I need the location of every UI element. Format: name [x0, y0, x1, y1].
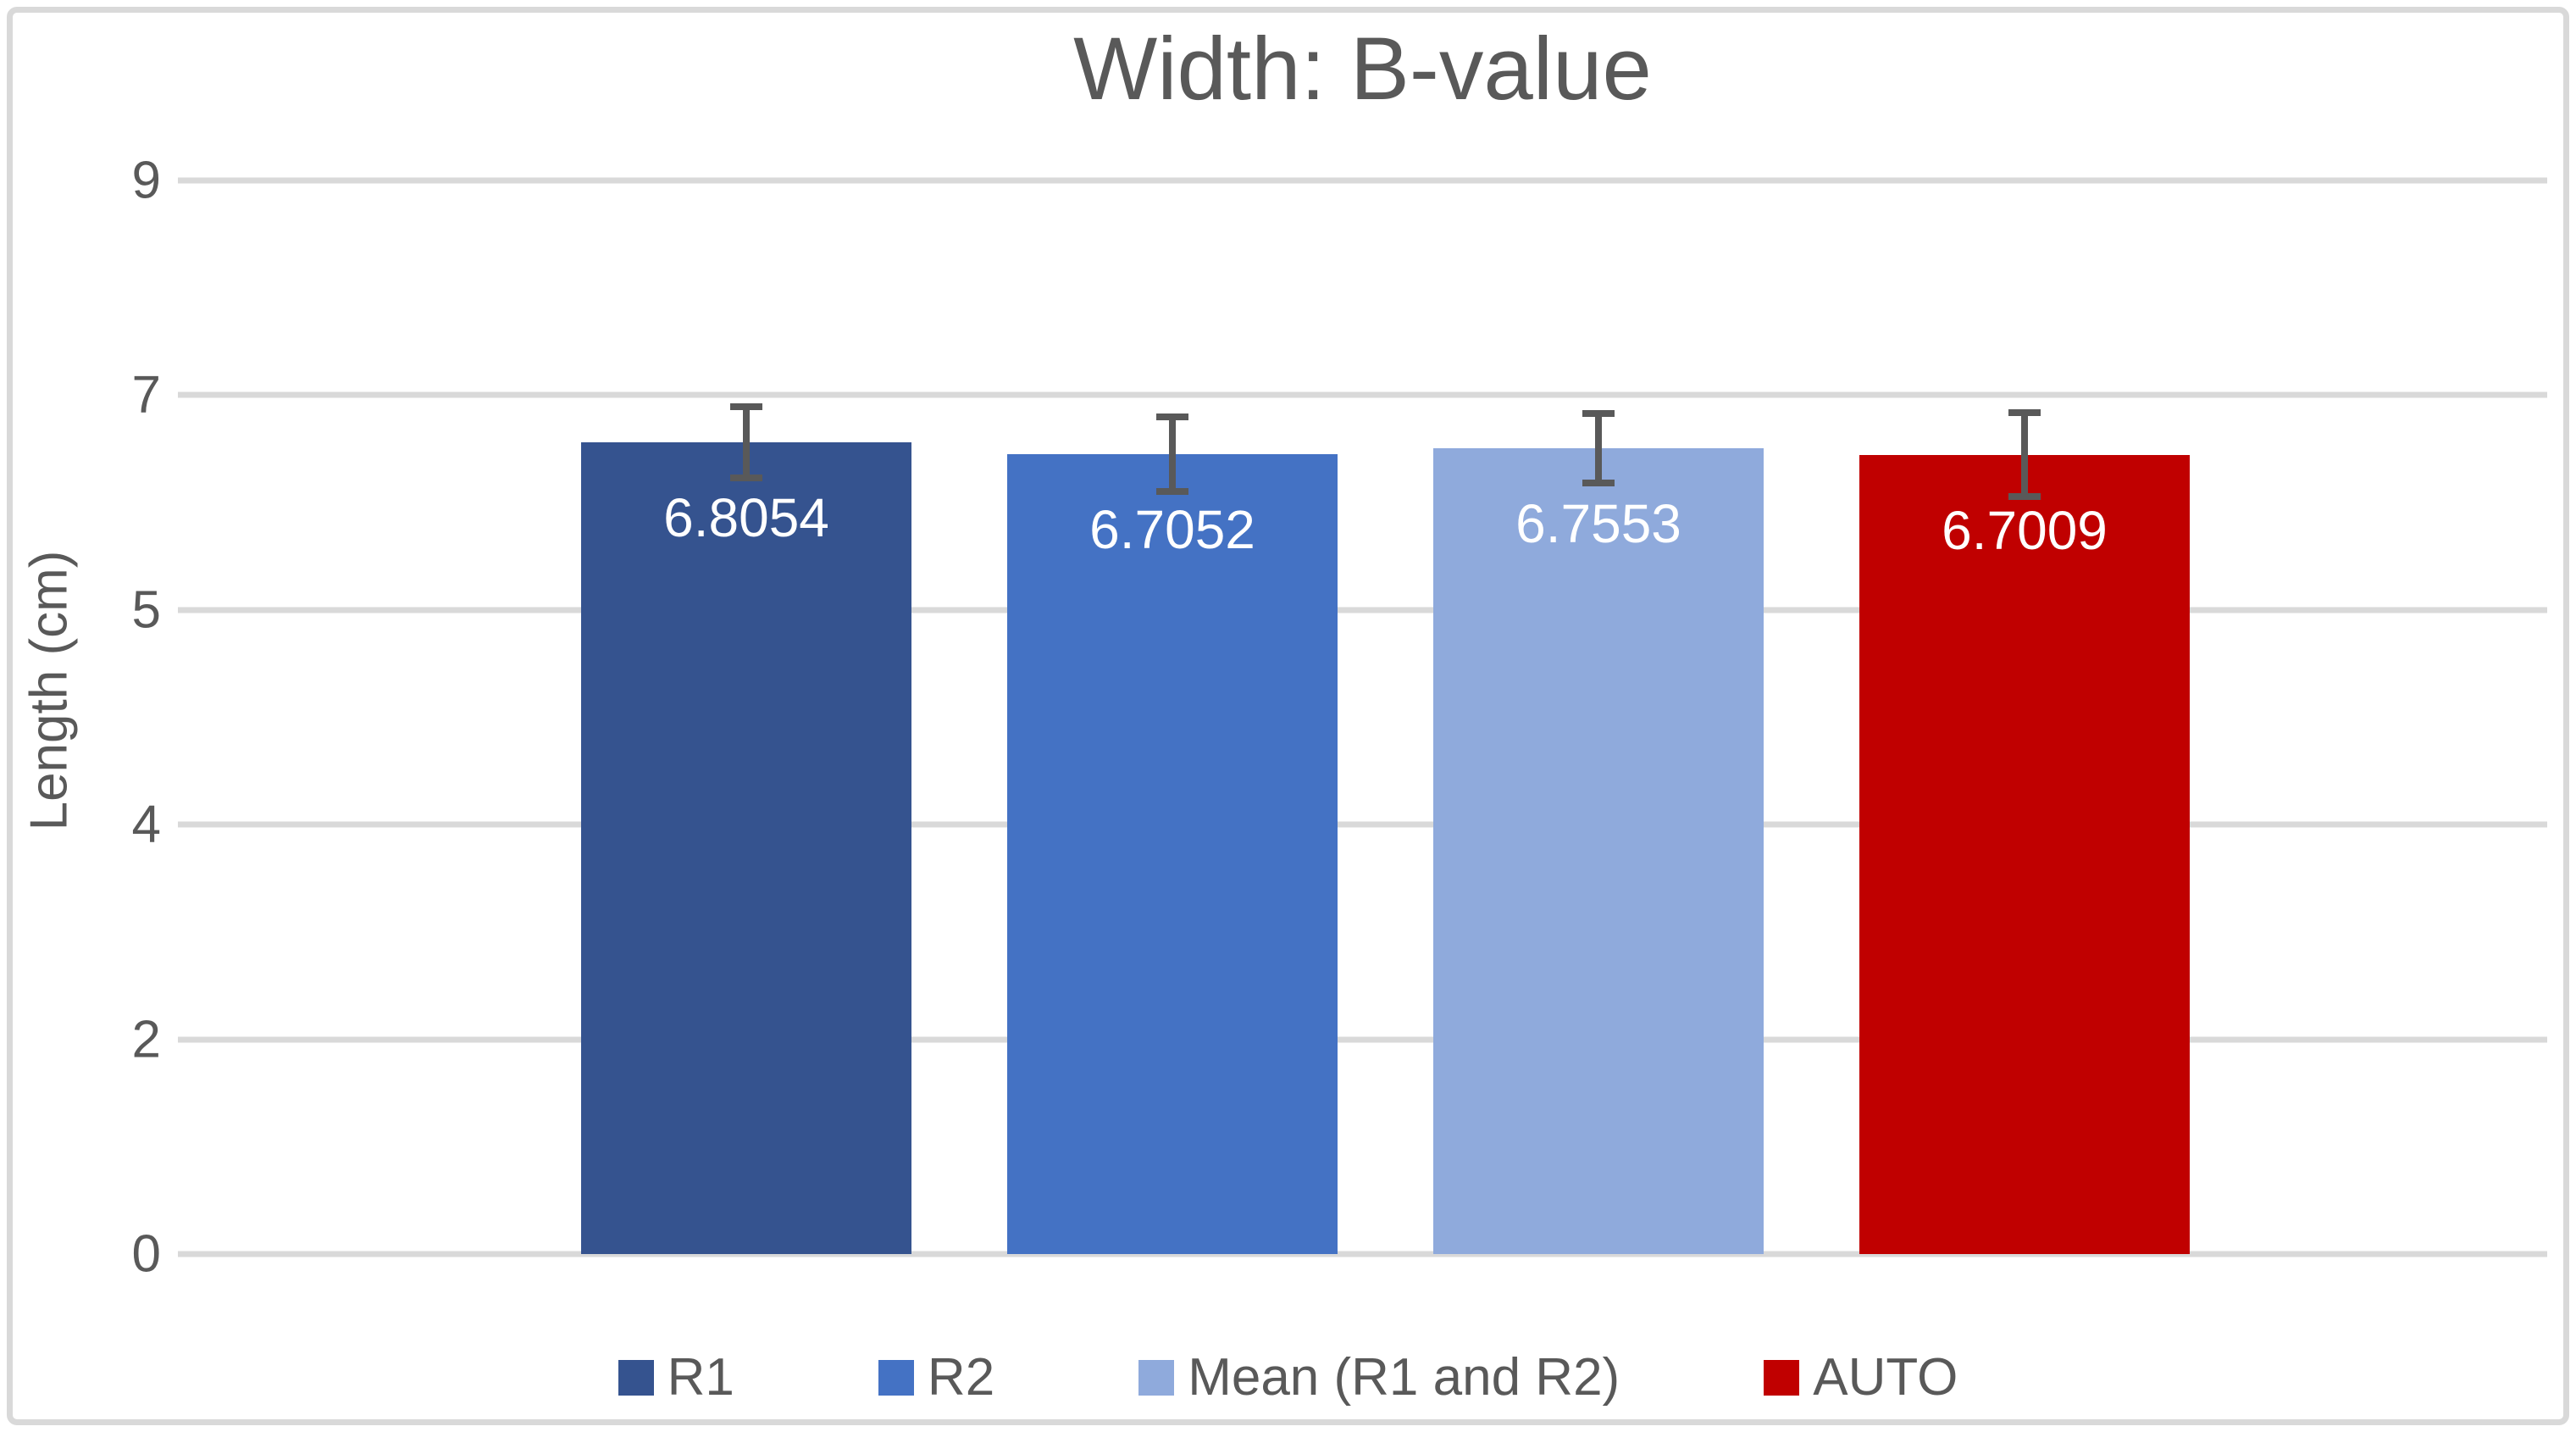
- error-bar-stem: [2021, 409, 2028, 501]
- bar-value-label: 6.8054: [663, 486, 829, 548]
- bar-r1: 6.8054: [581, 441, 911, 1254]
- bar-mean-r1-and-r2-: 6.7553: [1433, 448, 1764, 1254]
- legend-label: Mean (R1 and R2): [1188, 1348, 1620, 1407]
- gridline: [178, 1036, 2547, 1043]
- error-bar-stem: [1595, 409, 1602, 487]
- gridline: [178, 1251, 2547, 1257]
- error-bar-bottom-cap: [2008, 493, 2041, 501]
- error-bar-stem: [743, 402, 750, 482]
- error-bar: [1582, 409, 1615, 487]
- bar-value-label: 6.7553: [1515, 493, 1681, 555]
- legend-item-auto: AUTO: [1764, 1347, 1958, 1407]
- bar-auto: 6.7009: [1859, 454, 2190, 1254]
- legend-label: AUTO: [1813, 1348, 1958, 1407]
- legend-marker-icon: [878, 1359, 914, 1396]
- chart-title: Width: B-value: [1073, 19, 1652, 119]
- y-axis-tick-label: 9: [131, 151, 161, 210]
- bar-value-label: 6.7052: [1089, 499, 1255, 561]
- y-axis-tick-label: 7: [131, 365, 161, 425]
- legend-marker-icon: [1138, 1359, 1175, 1396]
- error-bar-bottom-cap: [1582, 480, 1615, 487]
- legend-item-r1: R1: [618, 1347, 734, 1407]
- legend-label: R1: [667, 1348, 734, 1407]
- y-axis-tick-label: 4: [131, 795, 161, 854]
- legend-item-mean-r1-and-r2-: Mean (R1 and R2): [1138, 1347, 1620, 1407]
- legend-marker-icon: [1764, 1359, 1800, 1396]
- error-bar: [1156, 414, 1188, 495]
- legend-marker-icon: [618, 1359, 654, 1396]
- y-axis-tick-label: 0: [131, 1224, 161, 1284]
- bar-r2: 6.7052: [1007, 454, 1338, 1254]
- error-bar-stem: [1169, 414, 1176, 495]
- legend-label: R2: [927, 1348, 995, 1407]
- plot-area: 6.8054 6.7052 6.7553 6.7009: [178, 177, 2547, 1257]
- legend-item-r2: R2: [878, 1347, 994, 1407]
- error-bar-bottom-cap: [730, 475, 762, 482]
- gridline: [178, 391, 2547, 398]
- gridline: [178, 821, 2547, 828]
- error-bar: [2008, 409, 2041, 501]
- error-bar-bottom-cap: [1156, 487, 1188, 495]
- gridline: [178, 177, 2547, 184]
- y-axis-tick-label: 5: [131, 580, 161, 640]
- y-axis-tick-labels: 9 7 5 4 2 0: [0, 152, 161, 1284]
- chart-border-frame: [7, 7, 2569, 1425]
- y-axis-tick-label: 2: [131, 1010, 161, 1069]
- gridline: [178, 607, 2547, 613]
- error-bar: [730, 402, 762, 482]
- legend: R1 R2 Mean (R1 and R2) AUTO: [0, 1347, 2576, 1407]
- bar-value-label: 6.7009: [1942, 499, 2108, 561]
